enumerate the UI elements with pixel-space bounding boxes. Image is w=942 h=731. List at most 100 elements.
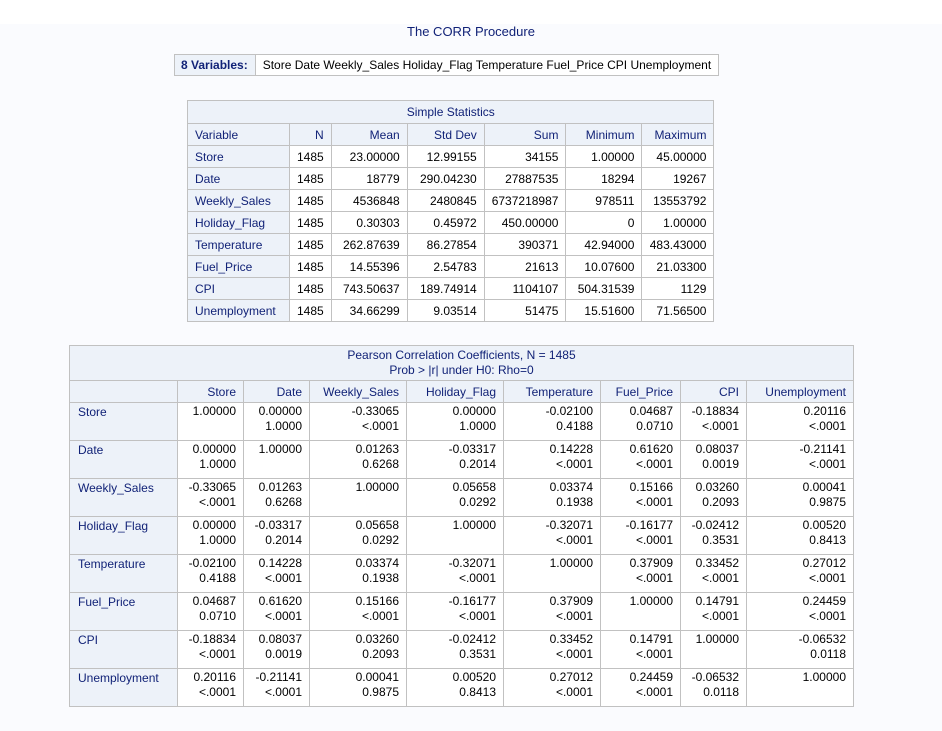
correlation-cell: 0.20116 <.0001 <box>746 402 854 441</box>
p-value: 0.0710 <box>199 609 236 623</box>
table-cell: 1485 <box>289 211 332 234</box>
correlation-cell: 0.04687 0.0710 <box>600 402 681 441</box>
correlation-value: 1.00000 <box>452 518 496 532</box>
row-header: Store <box>187 145 290 168</box>
p-value: <.0001 <box>635 457 673 471</box>
column-header: Fuel_Price <box>600 380 681 403</box>
correlation-cell: 0.33452 <.0001 <box>503 630 601 669</box>
table-cell: 290.04230 <box>406 167 485 190</box>
correlation-cell: 0.00000 1.0000 <box>243 402 310 441</box>
correlation-value: 1.00000 <box>802 670 846 684</box>
correlation-cell: -0.33065 <.0001 <box>177 478 244 517</box>
correlation-value: 0.00041 <box>802 480 846 494</box>
table-cell: 9.03514 <box>406 299 485 322</box>
p-value: 0.3531 <box>702 533 739 547</box>
p-value: 1.0000 <box>199 457 236 471</box>
correlation-value: -0.06532 <box>798 632 846 646</box>
correlation-value: 0.61620 <box>629 442 673 456</box>
row-header: Weekly_Sales <box>187 189 290 212</box>
correlation-value: 0.08037 <box>258 632 302 646</box>
table-cell: 10.07600 <box>565 255 643 278</box>
p-value: <.0001 <box>808 571 846 585</box>
correlation-value: 0.15166 <box>355 594 399 608</box>
simple-statistics-table: Simple Statistics Variable N Mean Std Dev Su… <box>186 100 715 322</box>
correlation-cell: 0.00041 0.9875 <box>309 668 407 707</box>
correlation-cell: 1.00000 <box>746 668 854 707</box>
correlation-cell: -0.03317 0.2014 <box>243 516 310 555</box>
column-header: Variable <box>187 123 290 146</box>
correlation-value: 0.24459 <box>802 594 846 608</box>
correlation-cell: 0.15166 <.0001 <box>309 592 407 631</box>
p-value: <.0001 <box>198 495 236 509</box>
p-value: 0.9875 <box>362 685 399 699</box>
correlation-cell: 0.37909 <.0001 <box>600 554 681 593</box>
correlation-cell: -0.06532 0.0118 <box>680 668 747 707</box>
row-header: Temperature <box>187 233 290 256</box>
correlation-cell: 0.61620 <.0001 <box>243 592 310 631</box>
table-cell: 21613 <box>483 255 567 278</box>
correlation-cell: 0.00041 0.9875 <box>746 478 854 517</box>
correlation-cell: 1.00000 <box>243 440 310 479</box>
top-band <box>0 0 942 24</box>
correlation-cell: 0.01263 0.6268 <box>243 478 310 517</box>
table-row: CPI 1485 743.50637 189.74914 1104107 504.3153… <box>187 277 715 300</box>
correlation-value: 0.00000 <box>192 518 236 532</box>
correlation-value: 0.04687 <box>629 404 673 418</box>
p-value: 0.9875 <box>809 495 846 509</box>
pearson-caption: Pearson Correlation Coefficients, N = 14… <box>69 345 854 381</box>
correlation-value: 1.00000 <box>355 480 399 494</box>
table-cell: 13553792 <box>641 189 715 212</box>
correlation-cell: 0.00000 1.0000 <box>177 516 244 555</box>
p-value: 0.2014 <box>459 457 496 471</box>
table-cell: 15.51600 <box>565 299 643 322</box>
p-value: <.0001 <box>198 647 236 661</box>
p-value: 1.0000 <box>199 533 236 547</box>
p-value: 0.3531 <box>459 647 496 661</box>
table-cell: 1.00000 <box>565 145 643 168</box>
corner-cell <box>69 380 178 403</box>
table-cell: 1485 <box>289 189 332 212</box>
correlation-cell: -0.32071 <.0001 <box>406 554 504 593</box>
correlation-value: 0.14791 <box>629 632 673 646</box>
column-header: Date <box>243 380 310 403</box>
table-cell: 1485 <box>289 233 332 256</box>
p-value: 0.0019 <box>265 647 302 661</box>
column-header: Minimum <box>565 123 643 146</box>
p-value: <.0001 <box>808 419 846 433</box>
table-cell: 450.00000 <box>483 211 567 234</box>
correlation-cell: 0.04687 0.0710 <box>177 592 244 631</box>
correlation-cell: -0.02412 0.3531 <box>406 630 504 669</box>
correlation-cell: 1.00000 <box>503 554 601 593</box>
table-cell: 27887535 <box>483 167 567 190</box>
correlation-value: 0.00520 <box>802 518 846 532</box>
table-cell: 18294 <box>565 167 643 190</box>
correlation-value: 0.04687 <box>192 594 236 608</box>
correlation-cell: 0.08037 0.0019 <box>243 630 310 669</box>
correlation-value: -0.18834 <box>691 404 739 418</box>
correlation-value: -0.03317 <box>448 442 496 456</box>
correlation-cell: 0.00520 0.8413 <box>406 668 504 707</box>
correlation-value: 0.33452 <box>549 632 593 646</box>
correlation-cell: -0.21141 <.0001 <box>243 668 310 707</box>
correlation-value: -0.16177 <box>448 594 496 608</box>
table-cell: 504.31539 <box>565 277 643 300</box>
correlation-cell: -0.06532 0.0118 <box>746 630 854 669</box>
p-value: 0.1938 <box>362 571 399 585</box>
column-header: CPI <box>680 380 747 403</box>
correlation-value: 0.61620 <box>258 594 302 608</box>
p-value: 0.6268 <box>362 457 399 471</box>
table-cell: 1485 <box>289 277 332 300</box>
correlation-cell: 0.24459 <.0001 <box>746 592 854 631</box>
correlation-cell: 1.00000 <box>177 402 244 441</box>
correlation-value: 1.00000 <box>258 442 302 456</box>
table-cell: 34155 <box>483 145 567 168</box>
table-cell: 23.00000 <box>330 145 408 168</box>
p-value: <.0001 <box>555 609 593 623</box>
correlation-cell: -0.18834 <.0001 <box>177 630 244 669</box>
table-cell: 189.74914 <box>406 277 485 300</box>
correlation-cell: 0.14228 <.0001 <box>503 440 601 479</box>
p-value: 0.4188 <box>556 419 593 433</box>
correlation-value: 0.27012 <box>549 670 593 684</box>
correlation-cell: -0.03317 0.2014 <box>406 440 504 479</box>
correlation-cell: -0.33065 <.0001 <box>309 402 407 441</box>
